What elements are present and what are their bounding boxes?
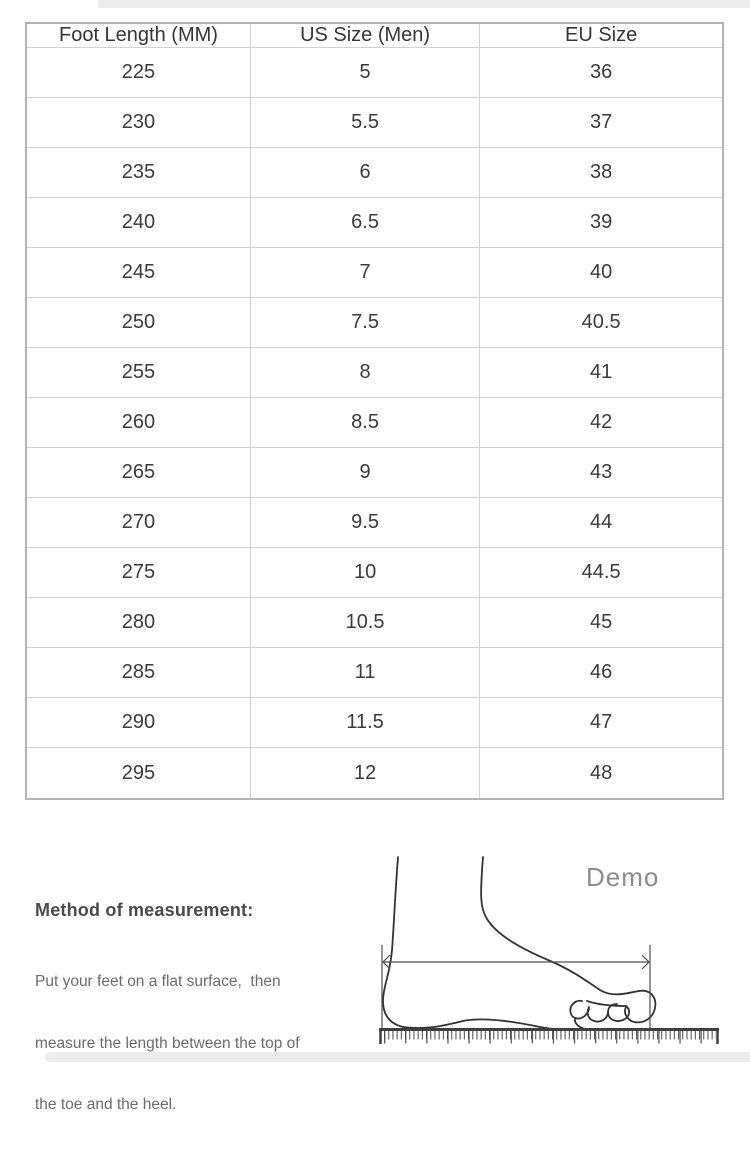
col-header-us-size: US Size (Men)	[249, 22, 481, 48]
size-cell: 230	[25, 97, 251, 149]
table-row: 230 5.5 37	[25, 97, 724, 149]
measurement-guides	[381, 945, 651, 1028]
size-cell: 41	[479, 347, 724, 399]
size-cell: 37	[479, 97, 724, 149]
size-conversion-table: Foot Length (MM) US Size (Men) EU Size 2…	[25, 22, 724, 800]
size-cell: 38	[479, 147, 724, 199]
size-cell: 275	[25, 547, 251, 599]
table-row: 265 9 43	[25, 447, 724, 499]
foot-outline	[382, 856, 657, 1031]
size-cell: 11	[249, 647, 481, 699]
size-cell: 10	[249, 547, 481, 599]
size-cell: 245	[25, 247, 251, 299]
method-line: measure the length between the top of	[35, 1034, 300, 1052]
bottom-crop-band	[45, 1052, 750, 1062]
size-cell: 270	[25, 497, 251, 549]
size-cell: 225	[25, 46, 251, 99]
size-cell: 5	[249, 46, 481, 99]
size-chart-page: Foot Length (MM) US Size (Men) EU Size 2…	[25, 0, 750, 1113]
col-header-eu-size: EU Size	[479, 22, 724, 48]
table-row: 240 6.5 39	[25, 197, 724, 249]
size-cell: 46	[479, 647, 724, 699]
table-row: 235 6 38	[25, 147, 724, 199]
size-cell: 44.5	[479, 547, 724, 599]
size-cell: 43	[479, 447, 724, 499]
size-cell: 12	[249, 747, 481, 800]
table-row: 245 7 40	[25, 247, 724, 299]
demo-label: Demo	[586, 862, 660, 892]
foot-measurement-illustration	[379, 856, 719, 1044]
col-header-foot-length: Foot Length (MM)	[25, 22, 251, 48]
method-line: the toe and the heel.	[35, 1096, 177, 1113]
size-cell: 250	[25, 297, 251, 349]
size-cell: 9.5	[249, 497, 481, 549]
size-table-body: 225 5 36 230 5.5 37 235 6 38 240 6.5 39 245 7 40 250 7.5…	[25, 46, 724, 800]
size-cell: 9	[249, 447, 481, 499]
table-row: 280 10.5 45	[25, 597, 724, 649]
size-cell: 5.5	[249, 97, 481, 149]
size-cell: 7.5	[249, 297, 481, 349]
size-cell: 285	[25, 647, 251, 699]
size-cell: 280	[25, 597, 251, 649]
size-cell: 260	[25, 397, 251, 449]
size-cell: 36	[479, 46, 724, 99]
table-row: 225 5 36	[25, 46, 724, 99]
size-table-header: Foot Length (MM) US Size (Men) EU Size	[25, 22, 724, 48]
size-cell: 295	[25, 747, 251, 800]
table-row: 285 11 46	[25, 647, 724, 699]
table-row: 270 9.5 44	[25, 497, 724, 549]
table-row: 260 8.5 42	[25, 397, 724, 449]
table-row: 255 8 41	[25, 347, 724, 399]
size-cell: 255	[25, 347, 251, 399]
size-cell: 48	[479, 747, 724, 800]
header-row: Foot Length (MM) US Size (Men) EU Size	[25, 22, 724, 48]
size-cell: 40	[479, 247, 724, 299]
size-cell: 8	[249, 347, 481, 399]
size-cell: 42	[479, 397, 724, 449]
size-cell: 265	[25, 447, 251, 499]
size-cell: 45	[479, 597, 724, 649]
size-cell: 8.5	[249, 397, 481, 449]
table-row: 295 12 48	[25, 747, 724, 800]
method-heading: Method of measurement:	[35, 900, 254, 920]
size-cell: 6.5	[249, 197, 481, 249]
size-cell: 44	[479, 497, 724, 549]
table-row: 275 10 44.5	[25, 547, 724, 599]
ruler	[379, 1028, 719, 1044]
method-line: Put your feet on a flat surface, then	[35, 973, 281, 990]
size-cell: 240	[25, 197, 251, 249]
size-cell: 40.5	[479, 297, 724, 349]
top-crop-band	[98, 0, 750, 8]
size-cell: 7	[249, 247, 481, 299]
table-row: 250 7.5 40.5	[25, 297, 724, 349]
size-cell: 235	[25, 147, 251, 199]
